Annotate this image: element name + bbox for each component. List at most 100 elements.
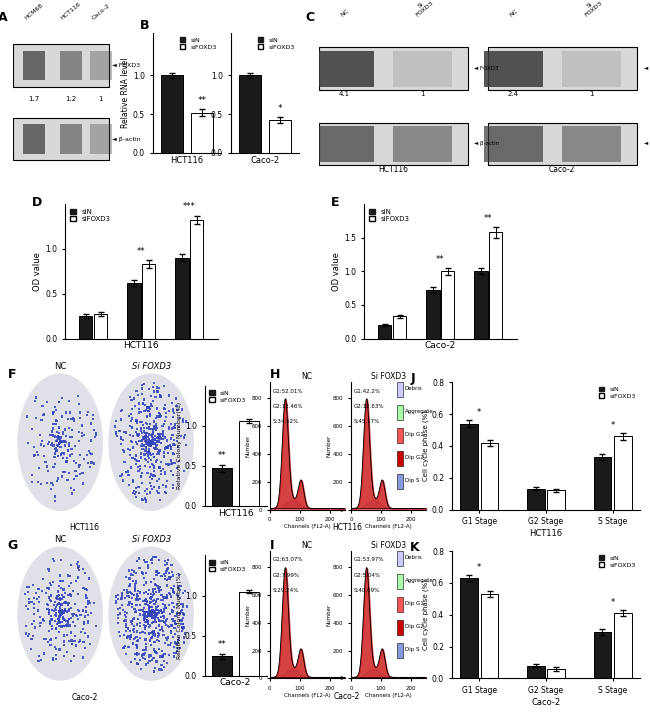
Bar — [57, 590, 59, 593]
Text: 2.4: 2.4 — [508, 92, 519, 98]
Text: NC: NC — [508, 8, 519, 17]
Bar — [155, 591, 157, 593]
Bar — [164, 473, 166, 475]
Bar — [66, 651, 68, 653]
Bar — [151, 438, 153, 440]
Bar — [23, 50, 45, 80]
Bar — [154, 448, 156, 451]
Bar — [63, 634, 65, 636]
Bar — [162, 438, 164, 440]
Bar — [161, 76, 183, 153]
Bar — [151, 430, 153, 433]
Bar — [145, 440, 148, 443]
Bar — [159, 436, 161, 438]
Bar — [138, 411, 140, 414]
Text: Caco-2: Caco-2 — [90, 3, 110, 21]
Bar — [54, 614, 57, 616]
Bar — [151, 609, 154, 612]
X-axis label: HCT116: HCT116 — [124, 341, 159, 350]
Bar — [55, 408, 57, 411]
Bar — [161, 628, 163, 630]
Bar — [169, 644, 171, 646]
Legend: siN, siFOXD3: siN, siFOXD3 — [597, 554, 637, 569]
Bar — [146, 472, 149, 474]
Bar — [127, 283, 140, 339]
Bar — [33, 606, 35, 609]
Bar — [145, 432, 147, 435]
Bar — [164, 471, 166, 473]
Bar — [150, 441, 152, 443]
Bar — [60, 587, 62, 589]
Bar — [148, 604, 150, 606]
Bar — [131, 603, 133, 605]
Bar — [58, 631, 60, 633]
Bar — [172, 652, 175, 654]
Bar — [34, 454, 36, 456]
Bar — [32, 585, 34, 587]
Text: 1: 1 — [98, 96, 103, 103]
Bar — [156, 387, 158, 389]
Bar — [58, 585, 60, 587]
Bar — [59, 598, 61, 601]
Bar — [162, 611, 165, 613]
Bar — [151, 440, 153, 443]
Bar — [180, 435, 183, 437]
Bar — [61, 598, 63, 601]
Bar — [52, 423, 54, 425]
Bar — [138, 403, 140, 405]
Bar — [136, 428, 138, 430]
Bar — [174, 424, 176, 426]
Bar — [148, 620, 150, 622]
Bar — [119, 635, 122, 637]
Bar — [181, 626, 183, 628]
Bar — [153, 556, 155, 558]
Bar — [393, 126, 452, 162]
Bar — [152, 611, 154, 613]
Bar — [151, 613, 153, 615]
Bar — [81, 424, 83, 427]
Bar — [70, 660, 72, 662]
Bar — [150, 632, 152, 634]
Bar — [53, 604, 55, 606]
Bar — [81, 432, 83, 435]
Legend: siN, siFOXD3: siN, siFOXD3 — [597, 385, 637, 400]
Bar — [153, 633, 156, 635]
Bar — [135, 636, 138, 638]
Bar — [140, 654, 142, 657]
Bar — [55, 654, 57, 657]
Bar — [146, 600, 148, 602]
Bar — [75, 462, 77, 464]
Bar — [62, 433, 64, 435]
Title: Si FOXD3: Si FOXD3 — [370, 542, 406, 550]
Bar — [176, 405, 177, 407]
Bar — [148, 442, 150, 444]
Bar — [71, 613, 73, 615]
Bar — [145, 432, 147, 435]
Bar — [181, 620, 183, 622]
Bar — [84, 647, 86, 649]
Bar — [160, 415, 162, 417]
Bar — [62, 580, 64, 582]
Bar — [147, 442, 150, 444]
Bar — [38, 596, 40, 598]
Bar — [25, 605, 27, 607]
Bar — [176, 612, 178, 614]
Bar — [142, 577, 144, 579]
Bar — [155, 616, 157, 618]
Bar — [172, 474, 174, 476]
Bar — [64, 592, 66, 594]
Bar — [136, 646, 138, 648]
Bar — [149, 611, 151, 613]
Bar — [40, 483, 42, 486]
Bar — [87, 622, 89, 625]
Bar — [149, 640, 151, 642]
Bar — [79, 417, 81, 419]
Bar — [135, 419, 138, 422]
Bar — [153, 617, 155, 620]
Bar — [157, 617, 159, 620]
Bar — [170, 576, 172, 578]
Bar — [124, 611, 126, 613]
Bar — [150, 614, 151, 617]
Bar — [40, 659, 42, 661]
Bar — [162, 634, 164, 636]
